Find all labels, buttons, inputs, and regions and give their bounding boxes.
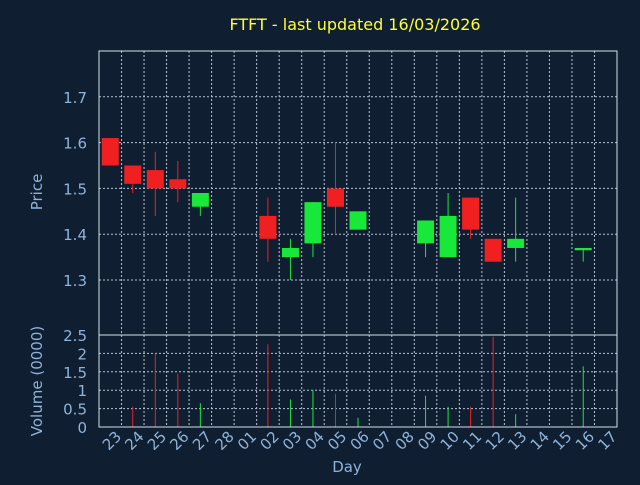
price-tick-label: 1.6 [63,135,87,153]
volume-tick-label: 1.5 [63,364,87,382]
candle-body [101,138,119,166]
candle-body [484,238,502,262]
candle-body [281,247,299,258]
candle-body [349,211,367,230]
candle-body [304,202,322,244]
candle-body [507,238,525,248]
price-tick-label: 1.7 [63,89,87,107]
grid-lines [99,51,617,427]
candle-body [417,220,435,244]
price-tick-label: 1.5 [63,180,87,198]
volume-axis-label: Volume (0000) [28,326,46,436]
price-panel-border [98,50,618,336]
candle-body [124,165,142,184]
candle-body [326,188,344,207]
volume-tick-label: 1 [77,382,87,400]
candle-body [574,247,592,251]
chart-title: FTFT - last updated 16/03/2026 [229,15,480,34]
candle-body [462,197,480,230]
volume-tick-label: 0 [77,419,87,437]
volume-tick-label: 2.5 [63,327,87,345]
data-marks [101,138,592,427]
candle-body [259,215,277,239]
day-axis-label: Day [332,458,362,476]
volume-panel-border [98,334,618,428]
candle-body [169,179,187,189]
day-tick-label: 17 [594,428,620,454]
price-axis-label: Price [28,174,46,211]
candle-body [439,215,457,258]
price-tick-label: 1.4 [63,226,87,244]
price-tick-label: 1.3 [63,272,87,290]
candle-body [146,170,164,189]
candle-body [191,193,209,207]
axes: 1.31.41.51.61.700.511.522.52324252627280… [63,50,621,454]
volume-tick-label: 0.5 [63,401,87,419]
volume-tick-label: 2 [77,345,87,363]
